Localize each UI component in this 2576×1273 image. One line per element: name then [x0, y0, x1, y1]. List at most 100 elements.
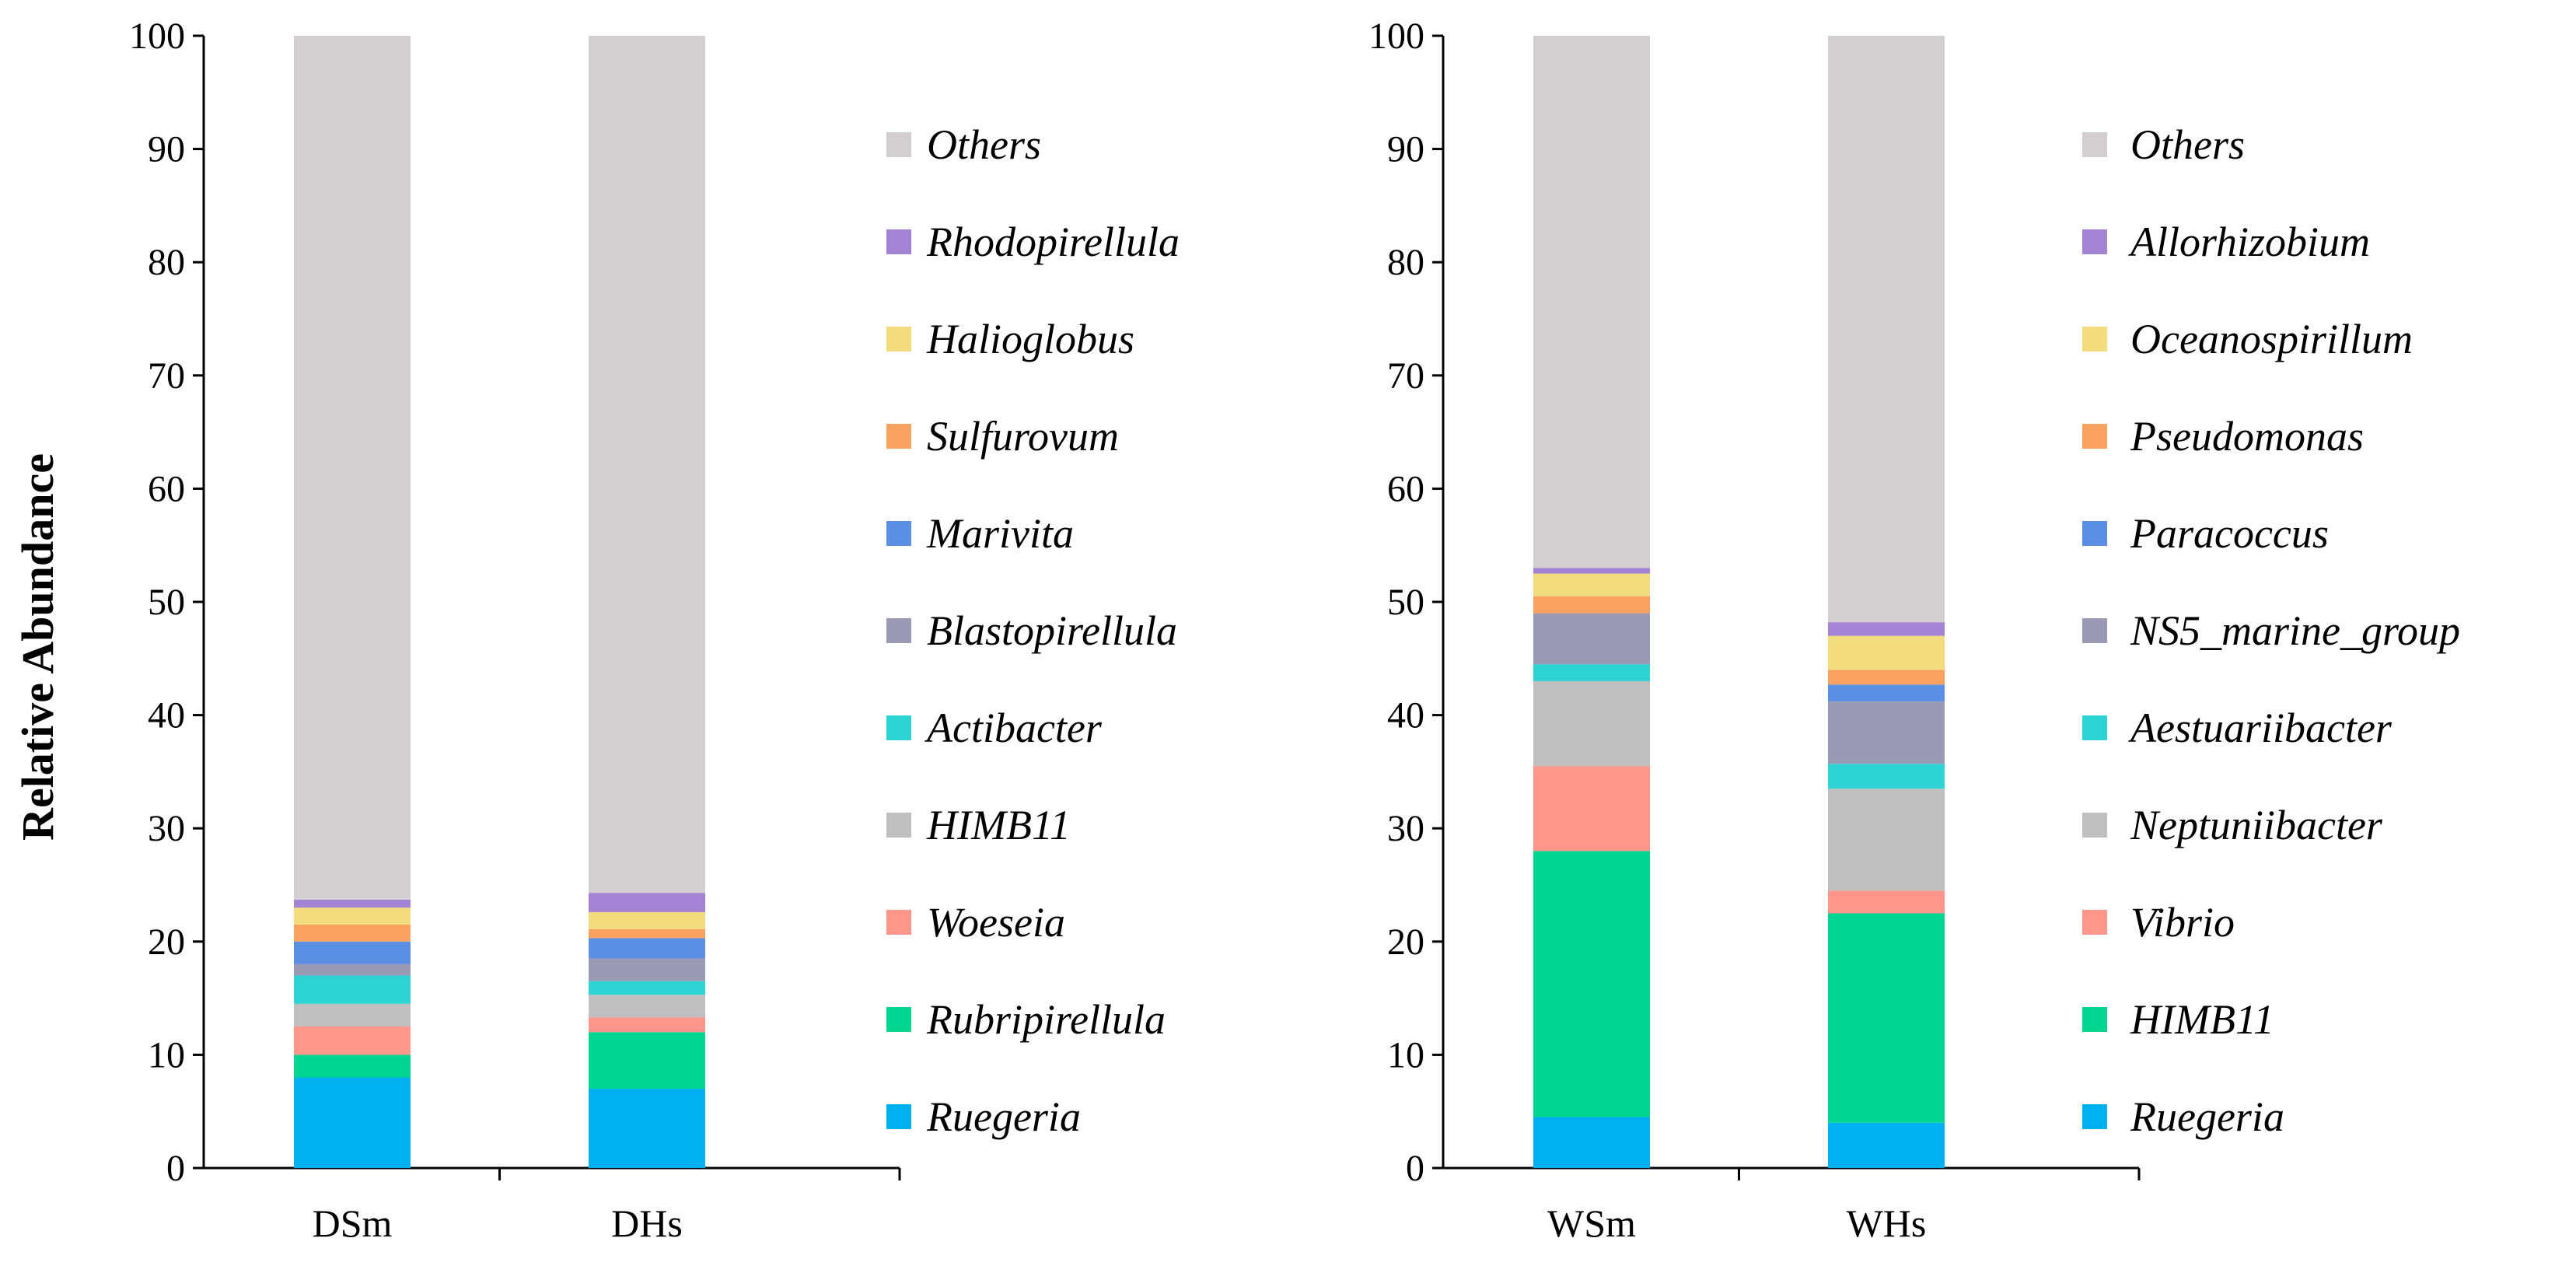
legend-label: Vibrio: [2130, 899, 2235, 946]
bar-segment: [589, 893, 705, 912]
bar-segment: [1533, 680, 1650, 767]
legend-label: Halioglobus: [926, 316, 1134, 362]
legend-label: Ruegeria: [2130, 1093, 2284, 1140]
legend-swatch: [886, 132, 911, 157]
bar-segment: [294, 924, 411, 942]
bar-segment: [1533, 568, 1650, 574]
bar-segment: [1533, 573, 1650, 596]
bar-segment: [1828, 670, 1945, 685]
bar-segment: [294, 1026, 411, 1055]
y-tick-label: 30: [1387, 808, 1424, 849]
y-tick-label: 10: [1387, 1034, 1424, 1075]
legend-swatch: [886, 715, 911, 740]
y-tick-label: 40: [148, 695, 185, 736]
legend-label: NS5_marine_group: [2130, 607, 2460, 654]
bar-segment: [1828, 684, 1945, 702]
bar-segment: [294, 941, 411, 964]
y-tick-label: 0: [1406, 1148, 1424, 1189]
legend-label: Sulfurovum: [927, 413, 1119, 460]
bar-segment: [1828, 764, 1945, 789]
legend-label: Actibacter: [924, 705, 1103, 751]
legend-swatch: [886, 229, 911, 254]
y-tick-label: 30: [148, 808, 185, 849]
legend-swatch: [2082, 1104, 2107, 1129]
bar-segment: [294, 1003, 411, 1026]
legend-swatch: [886, 1104, 911, 1129]
legend-swatch: [2082, 229, 2107, 254]
y-tick-label: 20: [1387, 922, 1424, 963]
x-category-label: WHs: [1847, 1201, 1927, 1245]
bar-segment: [294, 908, 411, 925]
legend-label: Others: [927, 121, 1041, 168]
bar-segment: [1828, 622, 1945, 636]
y-tick-label: 60: [1387, 468, 1424, 509]
bar-segment: [294, 1054, 411, 1078]
y-tick-label: 40: [1387, 695, 1424, 736]
legend-label: Pseudomonas: [2130, 413, 2364, 460]
bar-segment: [1828, 36, 1945, 623]
legend-swatch: [2082, 424, 2107, 449]
y-tick-label: 60: [148, 468, 185, 509]
bar-segment: [589, 1089, 705, 1168]
y-tick-label: 20: [148, 922, 185, 963]
bar-segment: [294, 963, 411, 976]
y-axis-label: Relative Abundance: [12, 453, 63, 841]
chart-panel-2: 0 10 20 30 40 50 60 70 80 90 100 WSm WHs Others Allorh…: [1368, 16, 2460, 1245]
legend-label: Paracoccus: [2130, 510, 2329, 557]
bar-segment: [1533, 613, 1650, 665]
x-category-label: DHs: [611, 1201, 683, 1245]
bar-segment: [589, 929, 705, 939]
bar-segment: [1828, 1122, 1945, 1168]
y-tick-label: 10: [148, 1034, 185, 1075]
bar-segment: [589, 995, 705, 1018]
legend-label: Oceanospirillum: [2130, 316, 2413, 362]
y-tick-label: 50: [1387, 582, 1424, 623]
legend-swatch: [2082, 1007, 2107, 1032]
legend-label: Rhodopirellula: [926, 219, 1180, 265]
legend-swatch: [886, 910, 911, 935]
bar-segment: [294, 36, 411, 900]
legend-swatch: [2082, 910, 2107, 935]
bar-segment: [1828, 701, 1945, 764]
legend-label: Rubripirellula: [926, 996, 1166, 1043]
bar-segment: [589, 938, 705, 959]
legend-label: HIMB11: [2130, 996, 2274, 1043]
legend-swatch: [886, 327, 911, 351]
legend-label: Woeseia: [927, 899, 1065, 946]
bar-segment: [294, 899, 411, 908]
legend-label: Others: [2130, 121, 2245, 168]
bar-segment: [1828, 635, 1945, 670]
bar-segment: [1828, 890, 1945, 914]
bar-segment: [1533, 36, 1650, 568]
legend-swatch: [886, 813, 911, 838]
legend-swatch: [2082, 813, 2107, 838]
legend-swatch: [2082, 521, 2107, 546]
legend-label: Ruegeria: [926, 1093, 1081, 1140]
legend-swatch: [886, 424, 911, 449]
legend-label: Neptuniibacter: [2130, 802, 2383, 848]
y-tick-label: 80: [148, 242, 185, 283]
legend-swatch: [2082, 618, 2107, 643]
y-tick-label: 70: [148, 355, 185, 397]
legend-swatch: [2082, 132, 2107, 157]
bar-segment: [294, 975, 411, 1004]
bar-segment: [294, 1077, 411, 1168]
bar-segment: [589, 958, 705, 981]
y-tick-label: 90: [148, 129, 185, 170]
y-tick-label: 0: [166, 1148, 185, 1189]
bar-segment: [589, 1032, 705, 1089]
bar-segment: [1533, 596, 1650, 614]
bar-segment: [589, 36, 705, 894]
bar-segment: [1533, 664, 1650, 681]
bar-segment: [589, 911, 705, 929]
bar-segment: [589, 981, 705, 995]
bar-segment: [1533, 766, 1650, 852]
bar-segment: [1533, 1117, 1650, 1168]
y-tick-label: 100: [129, 16, 185, 57]
y-tick-label: 80: [1387, 242, 1424, 283]
legend-swatch: [886, 521, 911, 546]
x-category-label: DSm: [313, 1201, 393, 1245]
legend-label: Aestuariibacter: [2128, 705, 2392, 751]
y-tick-label: 70: [1387, 355, 1424, 397]
legend-label: Blastopirellula: [927, 607, 1177, 654]
